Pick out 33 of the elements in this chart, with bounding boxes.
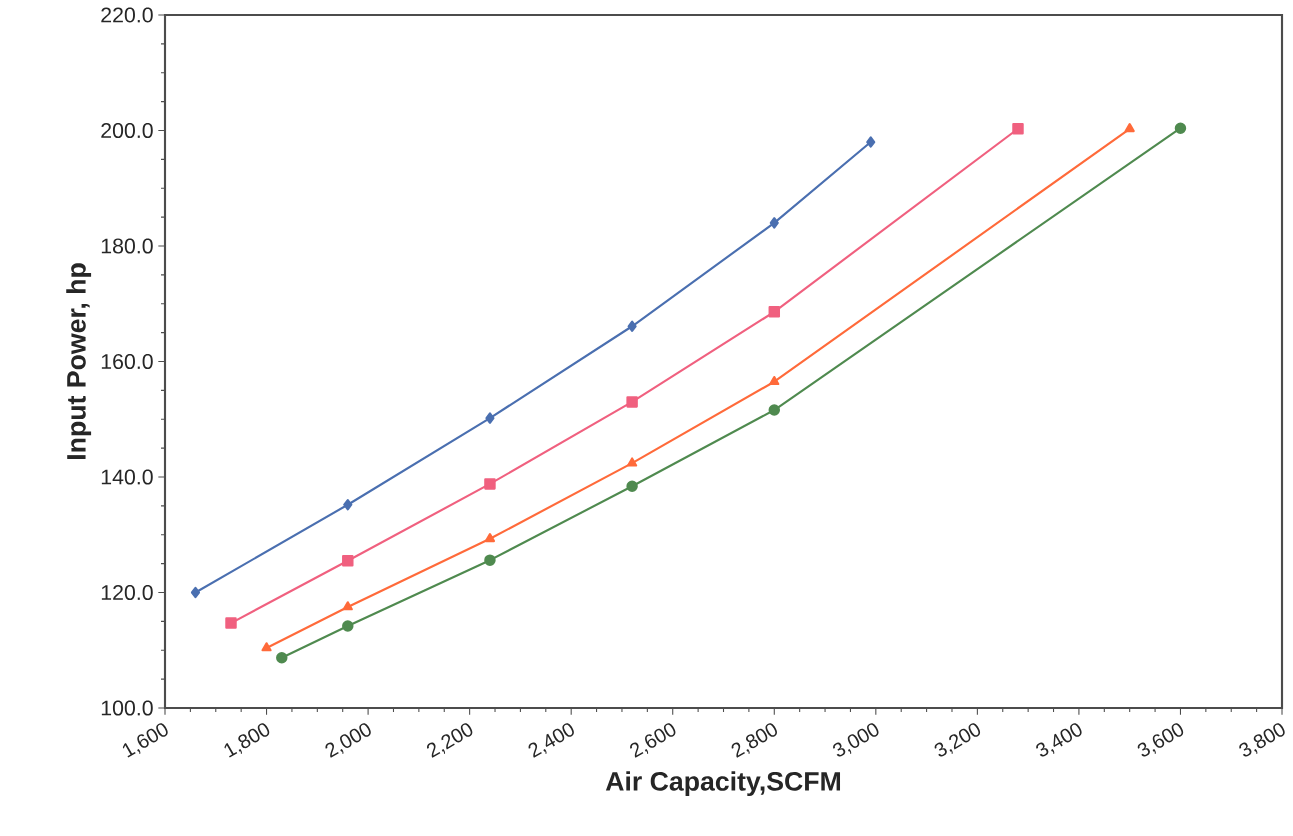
point [343,498,353,511]
y-tick-label: 100.0 [101,700,153,716]
y-tick-label: 200.0 [101,122,153,139]
point [626,480,638,492]
point [769,375,780,386]
y-tick-label: 120.0 [101,584,153,601]
point [342,601,353,611]
point [225,617,237,629]
point [342,555,354,567]
point [627,457,638,467]
y-tick-label: 160.0 [101,353,153,370]
point [1174,122,1187,134]
point [768,404,781,416]
point [276,652,288,664]
point [484,554,496,566]
point [769,217,779,229]
point [626,396,638,408]
y-axis-title: Input Power, hp [66,263,92,459]
x-axis-title: Air Capacity,SCFM [605,771,841,797]
point [768,306,781,318]
point [1012,123,1024,135]
point [484,478,496,490]
y-tick-label: 140.0 [101,469,153,485]
y-tick-label: 220.0 [101,7,153,23]
point [866,136,876,148]
point [342,620,354,632]
point [261,642,272,652]
y-tick-label: 180.0 [101,238,153,254]
point [485,412,495,424]
point [627,320,637,333]
point [484,533,496,543]
point [1124,123,1135,133]
point [190,586,201,599]
